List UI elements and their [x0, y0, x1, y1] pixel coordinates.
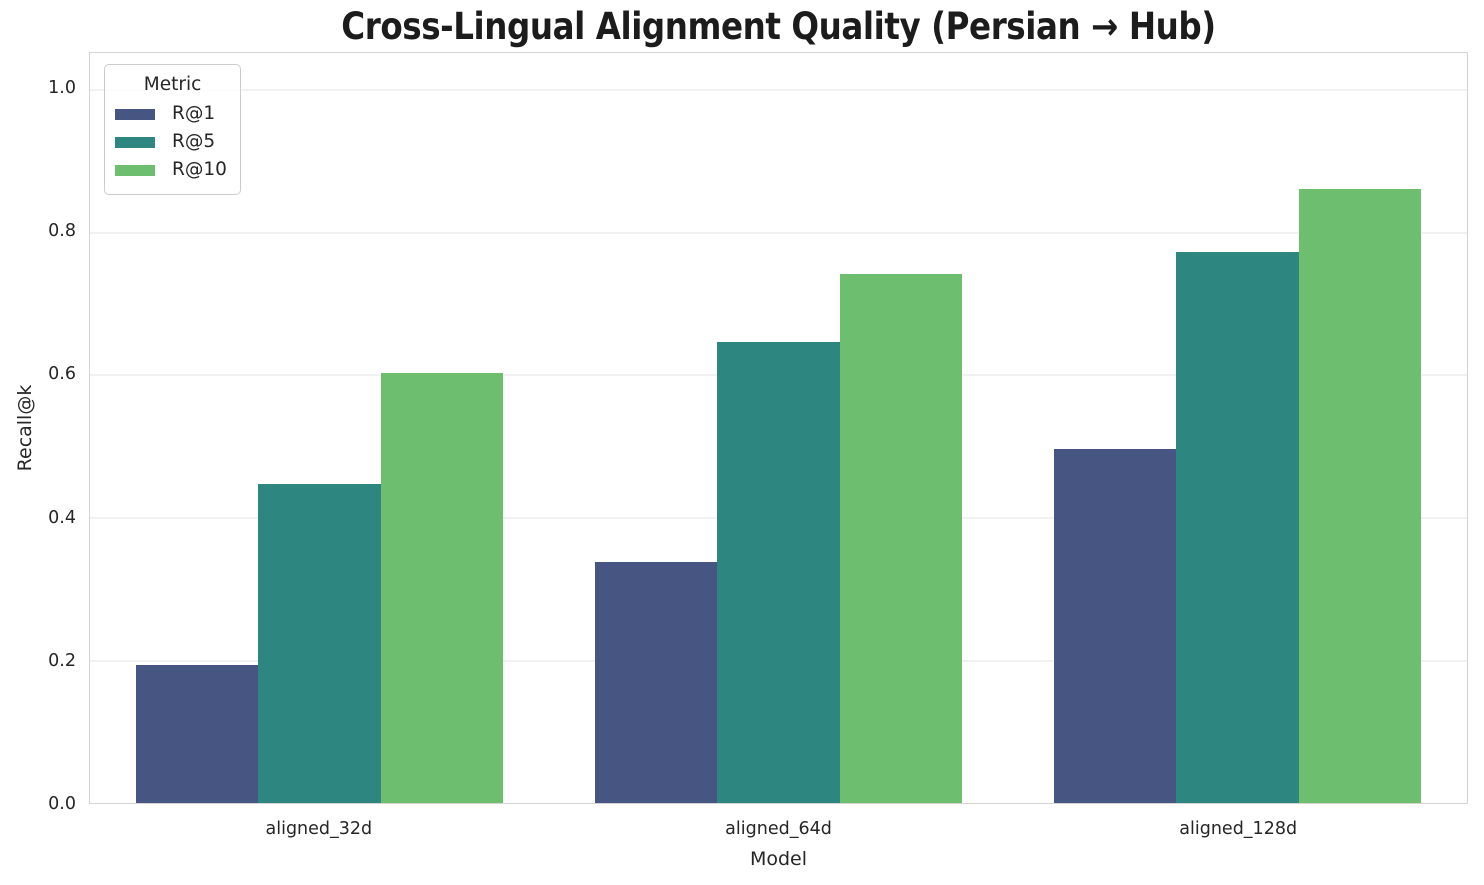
bar-aligned_64d-R@10 [839, 273, 963, 803]
gridline [90, 231, 1467, 234]
x-axis-label: Model [749, 848, 808, 870]
legend-item-label: R@10 [172, 159, 227, 180]
legend-swatch-icon [115, 136, 155, 148]
x-tick-label: aligned_128d [1179, 819, 1298, 839]
legend-item-R@10: R@10 [105, 156, 240, 184]
y-tick-label: 0.0 [48, 794, 76, 814]
legend-item-label: R@1 [172, 103, 216, 124]
legend-item-R@1: R@1 [105, 100, 240, 128]
plot-area: Metric R@1 R@5 R@10 [89, 52, 1468, 804]
bar-aligned_32d-R@1 [135, 665, 259, 803]
legend-item-R@5: R@5 [105, 128, 240, 156]
legend-swatch-icon [115, 108, 155, 120]
legend-items: R@1 R@5 R@10 [105, 100, 240, 184]
legend-title: Metric [143, 74, 202, 95]
gridline [90, 88, 1467, 91]
bar-aligned_128d-R@1 [1053, 448, 1177, 803]
legend-swatch-icon [115, 164, 155, 176]
y-tick-label: 0.8 [48, 221, 76, 242]
y-tick-labels: 0.0 0.2 0.4 0.6 0.8 1.0 [0, 52, 76, 814]
legend: Metric R@1 R@5 R@10 [104, 64, 241, 195]
y-tick-label: 0.4 [48, 507, 76, 528]
y-tick-label: 1.0 [48, 77, 76, 98]
x-tick-label: aligned_64d [725, 819, 832, 839]
y-tick-label: 0.6 [48, 364, 76, 385]
bar-aligned_64d-R@1 [594, 561, 718, 803]
x-tick-label: aligned_32d [265, 819, 373, 839]
bar-aligned_64d-R@5 [717, 341, 840, 803]
y-tick-label: 0.2 [48, 650, 76, 671]
bar-aligned_32d-R@5 [258, 484, 381, 803]
bar-aligned_32d-R@10 [380, 373, 504, 803]
legend-item-label: R@5 [172, 131, 216, 152]
bar-aligned_128d-R@10 [1298, 189, 1422, 803]
bar-aligned_128d-R@5 [1176, 251, 1299, 803]
x-tick-labels: aligned_32d aligned_64d aligned_128d [89, 818, 1468, 840]
chart-title: Cross-Lingual Alignment Quality (Persian… [341, 5, 1216, 48]
